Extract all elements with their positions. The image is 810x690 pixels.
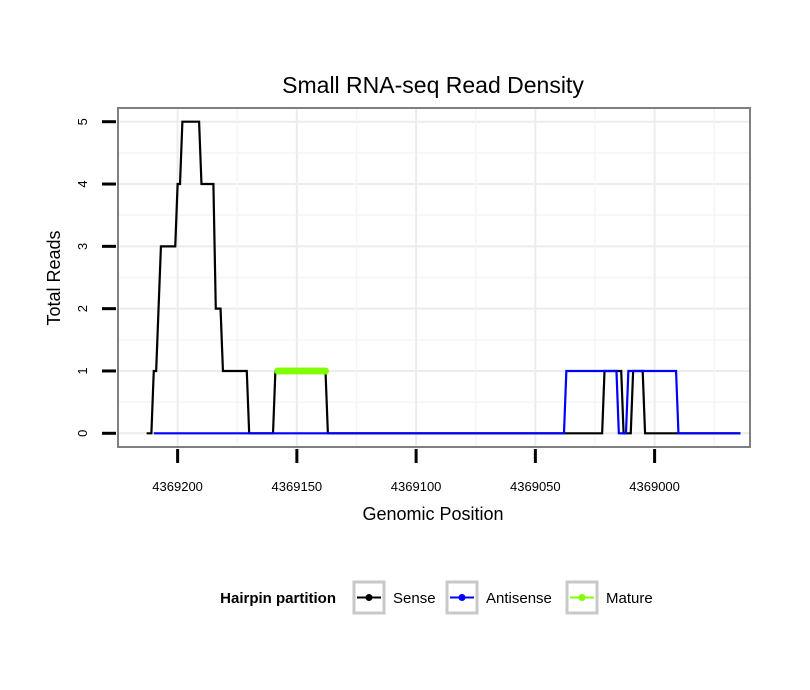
y-tick-label: 3 xyxy=(75,243,90,250)
series-line-antisense xyxy=(153,369,741,435)
legend-label-sense: Sense xyxy=(393,590,436,607)
y-tick-label: 0 xyxy=(75,430,90,437)
series-mature xyxy=(274,367,329,375)
series-layer xyxy=(146,120,741,435)
legend-label-antisense: Antisense xyxy=(486,590,552,607)
series-antisense xyxy=(153,369,741,435)
y-tick-label: 2 xyxy=(75,305,90,312)
legend-item-sense: Sense xyxy=(352,580,436,615)
legend-item-antisense: Antisense xyxy=(445,580,552,615)
data-point-mature xyxy=(321,367,329,375)
y-tick-label: 1 xyxy=(75,367,90,374)
plot-frame xyxy=(117,107,751,448)
y-axis-label: Total Reads xyxy=(44,230,64,325)
x-axis-label: Genomic Position xyxy=(362,504,503,524)
x-tick-label: 4369050 xyxy=(510,479,561,494)
chart-title: Small RNA-seq Read Density xyxy=(282,72,584,98)
legend-point-antisense xyxy=(458,594,466,601)
y-tick-label: 4 xyxy=(75,180,90,187)
legend-point-sense xyxy=(365,594,373,601)
x-tick-label: 4369200 xyxy=(152,479,203,494)
x-axis-ticks: 4369200 4369150 4369100 4369050 4369000 xyxy=(152,449,680,494)
legend-title: Hairpin partition xyxy=(220,590,336,607)
y-tick-label: 5 xyxy=(75,118,90,125)
grid-lines xyxy=(118,108,750,447)
x-tick-label: 4369100 xyxy=(391,479,442,494)
legend-item-mature: Mature xyxy=(565,580,653,615)
legend: Hairpin partition Sense Antisense Mature xyxy=(220,580,653,615)
legend-label-mature: Mature xyxy=(606,590,653,607)
x-tick-label: 4369150 xyxy=(272,479,323,494)
y-axis-ticks: 0 1 2 3 4 5 xyxy=(75,118,116,437)
x-tick-label: 4369000 xyxy=(629,479,680,494)
legend-point-mature xyxy=(578,594,586,601)
